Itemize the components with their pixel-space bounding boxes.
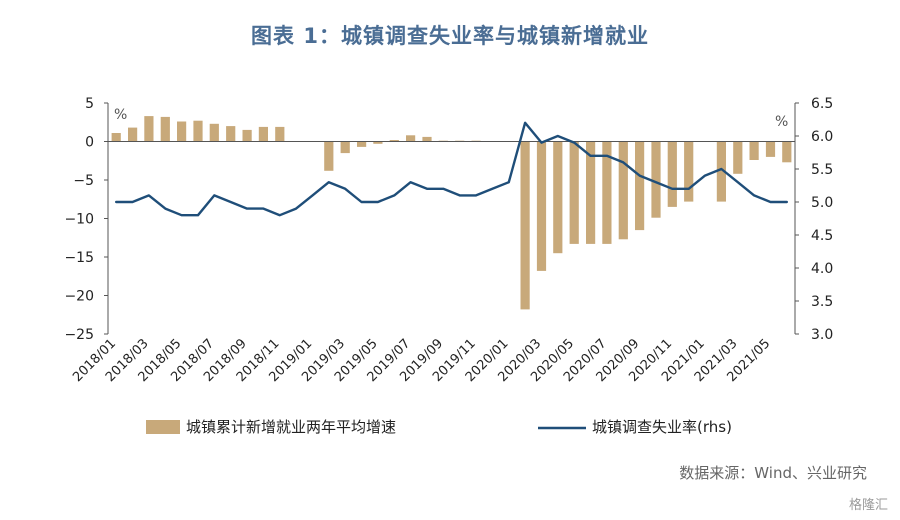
- left-tick-label: 0: [85, 135, 94, 151]
- bar-2020/03: [536, 141, 547, 271]
- bar-2018/10: [258, 126, 268, 142]
- bar-2020/08: [618, 141, 628, 240]
- axes: [104, 102, 799, 335]
- legend-label-line: 城镇调查失业率(rhs): [592, 418, 732, 436]
- left-tick-label: 5: [85, 96, 94, 112]
- left-tick-label: −10: [64, 212, 94, 228]
- unemployment-line: [114, 121, 788, 217]
- bar-2018/09: [242, 129, 252, 142]
- right-tick-label: 6.5: [811, 96, 833, 112]
- bar-2018/02: [128, 127, 138, 142]
- left-tick-label: −5: [73, 173, 94, 189]
- right-unit-label: %: [775, 114, 788, 130]
- left-tick-label: −20: [64, 289, 94, 305]
- bar-2019/02: [324, 141, 334, 171]
- right-tick-label: 4.0: [811, 261, 833, 277]
- bar-2020/02: [520, 141, 530, 310]
- bar-2019/05: [373, 141, 383, 144]
- bar-2018/08: [226, 126, 236, 142]
- left-tick-label: −25: [64, 327, 94, 343]
- bar-2019/06: [389, 140, 399, 142]
- bar-2018/06: [193, 120, 203, 142]
- right-tick-label: 3.0: [811, 327, 833, 343]
- bar-2021/05: [765, 141, 776, 157]
- bar-2018/07: [209, 123, 219, 142]
- source-note: 数据来源：Wind、兴业研究: [679, 464, 867, 482]
- bar-2019/04: [357, 141, 367, 147]
- right-tick-label: 3.5: [811, 294, 833, 310]
- bar-2021/02: [716, 141, 726, 202]
- bar-2018/01: [111, 133, 121, 142]
- bar-series: [111, 116, 792, 310]
- bar-2018/05: [177, 121, 187, 142]
- bar-2018/04: [160, 116, 170, 142]
- bar-2020/09: [635, 141, 645, 231]
- legend: 城镇累计新增就业两年平均增速 城镇调查失业率(rhs): [146, 418, 732, 436]
- right-tick-label: 4.5: [811, 228, 833, 244]
- watermark-logo: 格隆汇: [848, 498, 888, 513]
- line-series: [114, 121, 788, 217]
- bar-2020/05: [569, 141, 579, 244]
- bar-2020/04: [553, 141, 563, 254]
- bar-2020/12: [684, 141, 694, 202]
- legend-label-bar: 城镇累计新增就业两年平均增速: [186, 418, 396, 436]
- bar-2019/07: [406, 135, 416, 142]
- bar-2018/11: [275, 126, 285, 142]
- bar-2020/07: [602, 141, 612, 244]
- left-unit-label: %: [114, 107, 127, 123]
- bar-2020/10: [651, 141, 661, 218]
- bar-2020/06: [586, 141, 596, 244]
- bar-2021/04: [749, 141, 759, 160]
- bar-2021/03: [733, 141, 743, 174]
- right-tick-label: 6.0: [811, 129, 833, 145]
- right-tick-label: 5.0: [811, 195, 833, 211]
- bar-2019/08: [422, 136, 432, 142]
- legend-swatch-bar: [146, 420, 180, 434]
- bar-2021/06: [782, 141, 792, 163]
- bar-2018/03: [144, 116, 154, 142]
- right-tick-label: 5.5: [811, 162, 833, 178]
- chart-title: 图表 1：城镇调查失业率与城镇新增就业: [251, 24, 649, 48]
- left-tick-label: −15: [64, 250, 94, 266]
- bar-2020/11: [667, 141, 677, 207]
- bar-2019/03: [340, 141, 350, 154]
